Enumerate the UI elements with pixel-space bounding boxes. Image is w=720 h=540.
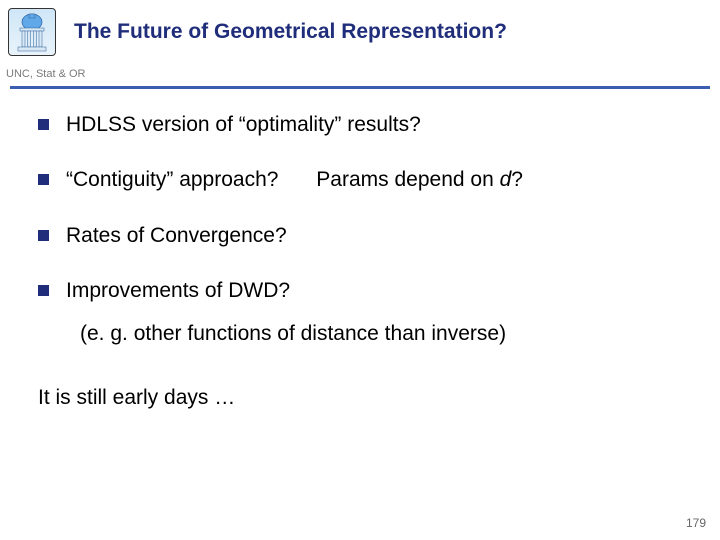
page-number: 179 xyxy=(686,516,706,530)
slide-subtitle: UNC, Stat & OR xyxy=(6,68,85,80)
slide-title: The Future of Geometrical Representation… xyxy=(74,20,507,44)
sub-note: (e. g. other functions of distance than … xyxy=(80,322,682,346)
slide-body: HDLSS version of “optimality” results? “… xyxy=(0,89,720,410)
bullet-extra: Params depend on d? xyxy=(316,168,523,191)
bullet-text: Rates of Convergence? xyxy=(66,224,287,247)
bullet-text: Improvements of DWD? xyxy=(66,279,290,302)
list-item: Improvements of DWD? xyxy=(38,277,682,304)
old-well-icon xyxy=(12,12,52,52)
unc-logo xyxy=(8,8,56,56)
list-item: “Contiguity” approach? Params depend on … xyxy=(38,166,682,193)
bullet-text: “Contiguity” approach? xyxy=(66,168,278,191)
bullet-list: HDLSS version of “optimality” results? “… xyxy=(38,111,682,304)
bullet-text: HDLSS version of “optimality” results? xyxy=(66,113,421,136)
closing-text: It is still early days … xyxy=(38,386,682,410)
list-item: HDLSS version of “optimality” results? xyxy=(38,111,682,138)
list-item: Rates of Convergence? xyxy=(38,222,682,249)
